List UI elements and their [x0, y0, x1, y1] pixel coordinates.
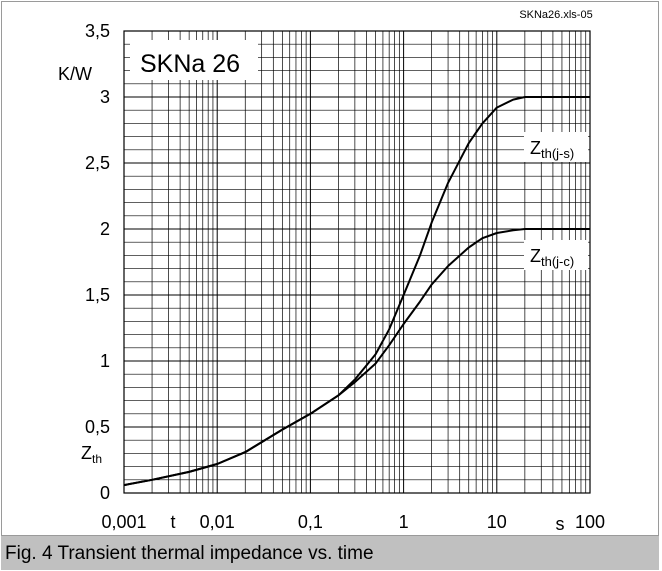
- y-symbol-sub: th: [92, 452, 102, 466]
- file-tag: SKNa26.xls-05: [519, 9, 592, 21]
- plot-area: [124, 31, 590, 493]
- y-symbol-main: Z: [81, 443, 92, 463]
- series-label-jc-name: Z: [530, 246, 541, 266]
- curves: [123, 96, 590, 487]
- series-label-js-sub: th(j-s): [541, 146, 574, 161]
- series-label-js-name: Z: [530, 138, 541, 158]
- inset-title-box: [130, 40, 258, 80]
- x-tick-label: 100: [575, 512, 605, 532]
- chart: SKNa 26 SKNa26.xls-05 Zth(j-s) Zth(j-c) …: [58, 9, 605, 534]
- figure-frame: [1, 1, 659, 536]
- label-bg-jc: [524, 240, 588, 270]
- figure-caption: Fig. 4 Transient thermal impedance vs. t…: [5, 543, 374, 564]
- x-tick-labels: 0,001 0,01 0,1 1 10 100: [101, 512, 605, 532]
- y-unit: K/W: [58, 64, 92, 84]
- x-tick-label: 0,1: [298, 512, 323, 532]
- plot-border: [123, 30, 591, 494]
- y-tick-label: 1,5: [85, 285, 110, 305]
- y-tick-label: 3: [100, 87, 110, 107]
- series-line-1: [123, 228, 590, 487]
- y-tick-label: 2,5: [85, 153, 110, 173]
- series-label-jc: Zth(j-c): [530, 246, 574, 269]
- y-tick-label: 2: [100, 219, 110, 239]
- series-label-jc-sub: th(j-c): [541, 254, 574, 269]
- inset-title: SKNa 26: [140, 50, 240, 78]
- label-bg-js: [524, 132, 588, 162]
- series-label-js: Zth(j-s): [530, 138, 574, 161]
- caption-bar: Fig. 4 Transient thermal impedance vs. t…: [1, 536, 659, 570]
- x-tick-label: 0,001: [101, 512, 146, 532]
- x-tick-label: 1: [399, 512, 409, 532]
- y-symbol: Zth: [81, 443, 102, 466]
- x-unit: s: [556, 514, 565, 534]
- y-tick-label: 1: [100, 351, 110, 371]
- y-tick-label: 0: [100, 483, 110, 503]
- y-tick-labels: 0 0,5 1 1,5 2 2,5 3 3,5: [85, 21, 110, 503]
- y-tick-label: 0,5: [85, 417, 110, 437]
- x-tick-label: 0,01: [200, 512, 235, 532]
- x-symbol: t: [170, 512, 175, 532]
- y-tick-label: 3,5: [85, 21, 110, 41]
- x-tick-label: 10: [487, 512, 507, 532]
